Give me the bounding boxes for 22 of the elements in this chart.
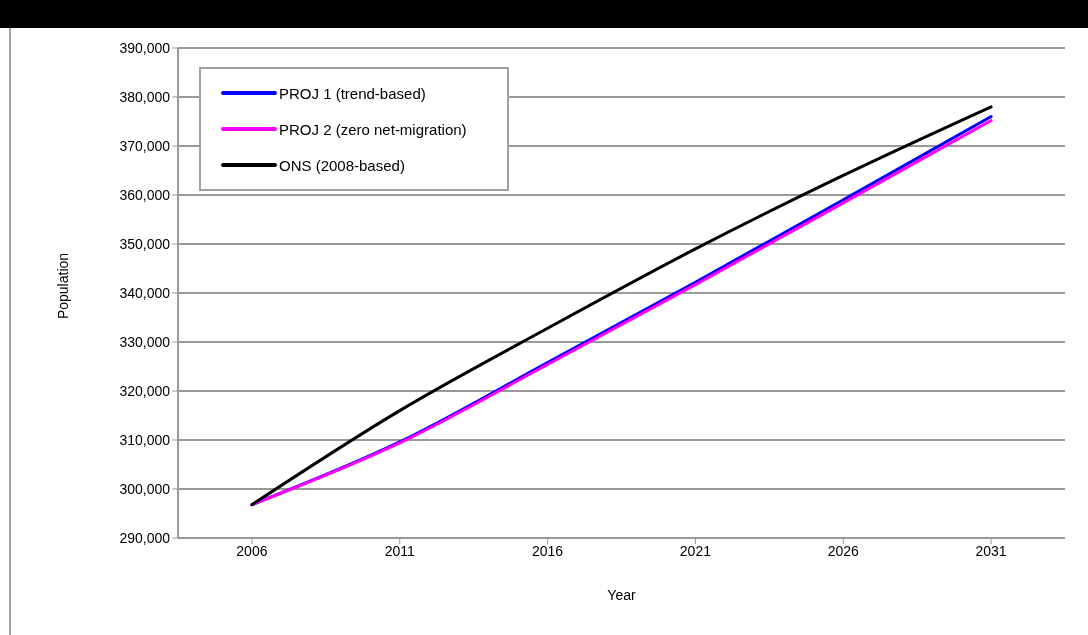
x-axis-title: Year <box>607 587 636 603</box>
y-tick-label: 340,000 <box>119 284 171 301</box>
y-axis-title: Population <box>55 252 71 320</box>
y-tick-label: 290,000 <box>119 529 171 546</box>
y-tick-label: 320,000 <box>119 382 171 399</box>
y-tick-label: 390,000 <box>119 39 171 56</box>
x-tick-label: 2011 <box>384 542 416 559</box>
x-tick-label: 2026 <box>827 542 860 559</box>
legend-label: PROJ 2 (zero net-migration) <box>279 120 467 138</box>
x-tick-label: 2031 <box>975 542 1007 559</box>
legend-label: PROJ 1 (trend-based) <box>279 84 426 102</box>
x-tick-label: 2021 <box>679 542 712 559</box>
x-tick-label: 2016 <box>532 542 564 559</box>
y-tick-label: 350,000 <box>119 235 171 252</box>
legend-label: ONS (2008-based) <box>279 156 405 174</box>
y-tick-label: 370,000 <box>119 137 171 154</box>
y-tick-label: 300,000 <box>119 480 171 497</box>
y-tick-label: 330,000 <box>119 333 171 350</box>
y-tick-label: 380,000 <box>119 88 171 105</box>
y-tick-label: 360,000 <box>119 186 171 203</box>
y-tick-label: 310,000 <box>119 431 171 448</box>
x-tick-label: 2006 <box>236 542 268 559</box>
